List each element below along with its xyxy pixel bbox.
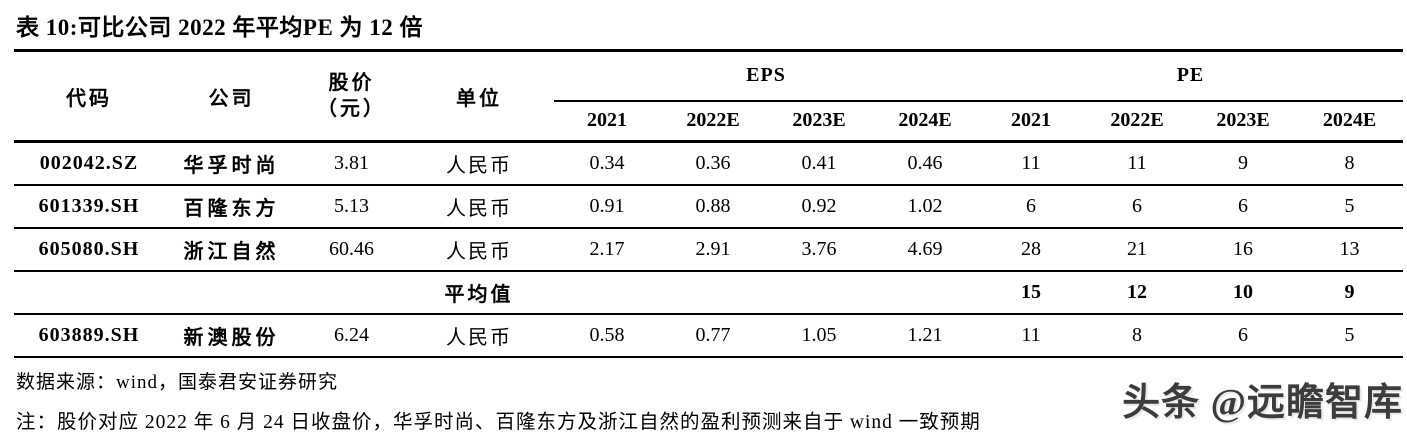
cell-eps-2021: 0.91 [554,184,660,229]
cell-company: 百隆东方 [164,184,299,229]
col-group-eps: EPS [554,49,978,102]
cell-eps-2022e: 0.77 [660,313,766,358]
cell-pe-2023e: 6 [1190,184,1296,229]
col-header-code: 代码 [14,49,164,143]
avg-pe-2023e: 10 [1190,270,1296,315]
cell-eps-2024e: 0.46 [872,141,978,186]
cell-eps-2023e: 3.76 [766,227,872,272]
eps-year-2022e: 2022E [660,100,766,143]
cell-code: 601339.SH [14,184,164,229]
cell-eps-2024e: 4.69 [872,227,978,272]
cell-price: 6.24 [299,313,404,358]
cell-code: 002042.SZ [14,141,164,186]
cell-pe-2022e: 21 [1084,227,1190,272]
cell-empty [872,270,978,315]
cell-pe-2024e: 5 [1296,184,1403,229]
cell-eps-2021: 2.17 [554,227,660,272]
table-row-bailong: 601339.SH 百隆东方 5.13 人民币 0.91 0.88 0.92 1… [14,184,1403,229]
cell-eps-2023e: 1.05 [766,313,872,358]
cell-eps-2024e: 1.02 [872,184,978,229]
data-source-note: 数据来源：wind，国泰君安证券研究 [16,371,339,393]
cell-company: 华孚时尚 [164,141,299,186]
cell-price: 3.81 [299,141,404,186]
cell-pe-2024e: 5 [1296,313,1403,358]
pe-year-2023e: 2023E [1190,100,1296,143]
col-header-price: 股价 （元） [299,49,404,143]
cell-pe-2024e: 13 [1296,227,1403,272]
table-row-huafu: 002042.SZ 华孚时尚 3.81 人民币 0.34 0.36 0.41 0… [14,141,1403,186]
cell-eps-2024e: 1.21 [872,313,978,358]
cell-pe-2023e: 9 [1190,141,1296,186]
cell-pe-2021: 6 [978,184,1084,229]
eps-year-2021: 2021 [554,100,660,143]
cell-pe-2023e: 16 [1190,227,1296,272]
header-year-row: 2021 2022E 2023E 2024E 2021 2022E 2023E … [14,100,1403,143]
avg-pe-2021: 15 [978,270,1084,315]
cell-empty [554,270,660,315]
pe-year-2024e: 2024E [1296,100,1403,143]
header-group-row: 代码 公司 股价 （元） 单位 EPS PE [14,49,1403,143]
cell-price: 60.46 [299,227,404,272]
cell-eps-2022e: 2.91 [660,227,766,272]
col-header-unit: 单位 [404,49,554,143]
table-row-zhejiang: 605080.SH 浙江自然 60.46 人民币 2.17 2.91 3.76 … [14,227,1403,272]
eps-year-2024e: 2024E [872,100,978,143]
cell-price: 5.13 [299,184,404,229]
price-label-line2: （元） [317,98,386,120]
cell-eps-2021: 0.34 [554,141,660,186]
cell-unit: 人民币 [404,313,554,358]
cell-eps-2023e: 0.92 [766,184,872,229]
cell-pe-2021: 28 [978,227,1084,272]
table-row-xinao: 603889.SH 新澳股份 6.24 人民币 0.58 0.77 1.05 1… [14,313,1403,358]
avg-pe-2022e: 12 [1084,270,1190,315]
cell-code: 603889.SH [14,313,164,358]
cell-pe-2022e: 11 [1084,141,1190,186]
cell-pe-2022e: 8 [1084,313,1190,358]
cell-unit: 人民币 [404,184,554,229]
cell-pe-2022e: 6 [1084,184,1190,229]
cell-pe-2021: 11 [978,141,1084,186]
average-label: 平均值 [404,270,554,315]
col-header-company: 公司 [164,49,299,143]
cell-unit: 人民币 [404,227,554,272]
cell-eps-2023e: 0.41 [766,141,872,186]
table-title: 表 10:可比公司 2022 年平均PE 为 12 倍 [16,15,424,40]
cell-company: 新澳股份 [164,313,299,358]
price-label-line1: 股价 [328,72,375,94]
cell-company: 浙江自然 [164,227,299,272]
toutiao-watermark: 头条 @远瞻智库 [1122,382,1403,424]
avg-pe-2024e: 9 [1296,270,1403,315]
cell-empty [14,270,164,315]
cell-empty [299,270,404,315]
cell-eps-2021: 0.58 [554,313,660,358]
cell-empty [660,270,766,315]
cell-unit: 人民币 [404,141,554,186]
cell-eps-2022e: 0.88 [660,184,766,229]
cell-pe-2021: 11 [978,313,1084,358]
pe-year-2021: 2021 [978,100,1084,143]
cell-pe-2024e: 8 [1296,141,1403,186]
cell-empty [766,270,872,315]
cell-pe-2023e: 6 [1190,313,1296,358]
table-row-average: 平均值 15 12 10 9 [14,270,1403,315]
cell-empty [164,270,299,315]
pe-year-2022e: 2022E [1084,100,1190,143]
comparable-companies-table: 代码 公司 股价 （元） 单位 EPS PE 2021 2022E 2023E … [14,49,1403,358]
eps-year-2023e: 2023E [766,100,872,143]
cell-eps-2022e: 0.36 [660,141,766,186]
cell-code: 605080.SH [14,227,164,272]
col-group-pe: PE [978,49,1403,102]
